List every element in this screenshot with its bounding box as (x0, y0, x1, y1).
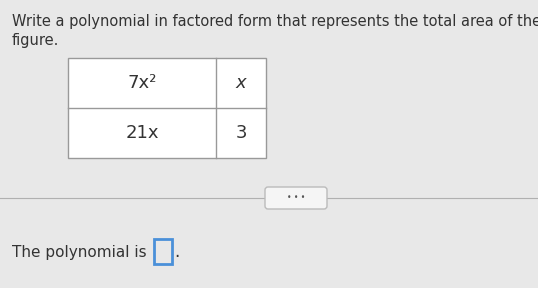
FancyBboxPatch shape (68, 58, 266, 158)
Text: The polynomial is: The polynomial is (12, 245, 147, 259)
Text: 21x: 21x (125, 124, 159, 142)
FancyBboxPatch shape (265, 187, 327, 209)
Text: .: . (174, 243, 179, 261)
Text: figure.: figure. (12, 33, 59, 48)
Text: • • •: • • • (287, 194, 305, 202)
Text: x: x (236, 74, 246, 92)
Text: Write a polynomial in factored form that represents the total area of the: Write a polynomial in factored form that… (12, 14, 538, 29)
Text: 3: 3 (235, 124, 247, 142)
Text: 7x²: 7x² (128, 74, 157, 92)
